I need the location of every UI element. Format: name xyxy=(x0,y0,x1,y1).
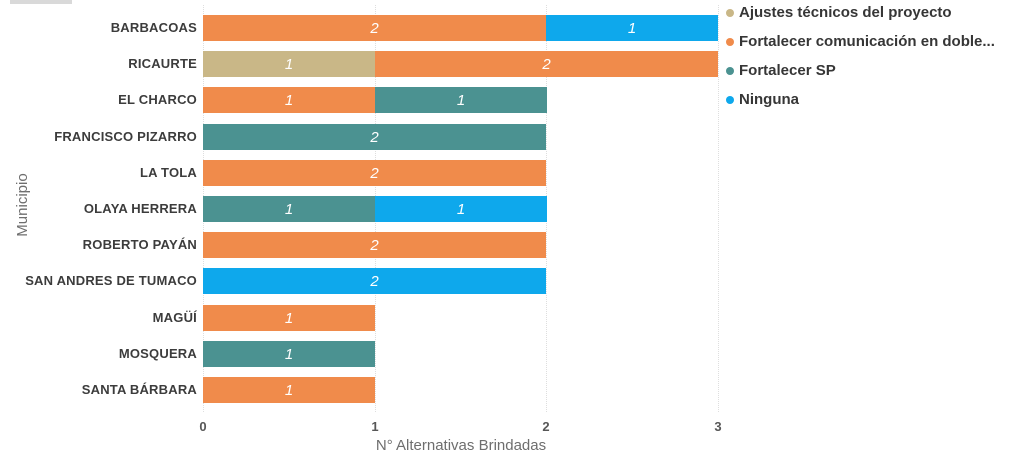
bar-segment[interactable]: 2 xyxy=(203,15,546,41)
category-label: ROBERTO PAYÁN xyxy=(82,237,197,252)
value-label: 2 xyxy=(370,128,379,146)
legend-dot-icon xyxy=(726,95,734,104)
bar-segment[interactable]: 2 xyxy=(203,124,546,150)
legend-dot-icon xyxy=(726,66,734,75)
value-label: 1 xyxy=(456,91,466,109)
x-tick-label: 2 xyxy=(542,419,550,434)
bar-segment[interactable]: 2 xyxy=(203,160,546,186)
value-label: 1 xyxy=(284,91,294,109)
category-label: MAGÜÍ xyxy=(152,310,197,325)
x-axis-title: N° Alternativas Brindadas xyxy=(375,437,547,454)
x-tick-label: 1 xyxy=(371,419,379,434)
legend-item[interactable]: Fortalecer comunicación en doble... xyxy=(726,27,1024,56)
bar-segment[interactable]: 1 xyxy=(203,341,375,367)
bar-segment[interactable]: 1 xyxy=(375,196,547,222)
bar-segment[interactable]: 1 xyxy=(375,87,547,113)
bar-segment[interactable]: 1 xyxy=(203,87,375,113)
category-label: BARBACOAS xyxy=(110,20,197,35)
x-tick-label: 3 xyxy=(714,419,722,434)
value-label: 1 xyxy=(284,55,294,73)
value-label: 2 xyxy=(370,19,379,37)
legend-item[interactable]: Fortalecer SP xyxy=(726,56,1024,85)
legend-label: Ninguna xyxy=(739,91,799,108)
value-label: 2 xyxy=(370,236,379,254)
legend-item[interactable]: Ajustes técnicos del proyecto xyxy=(726,0,1024,27)
category-label: SAN ANDRES DE TUMACO xyxy=(25,273,197,288)
bar-segment[interactable]: 2 xyxy=(375,51,718,77)
legend-label: Ajustes técnicos del proyecto xyxy=(739,4,952,21)
cropped-ui-artifact xyxy=(10,0,72,4)
bar-segment[interactable]: 1 xyxy=(203,196,375,222)
bar-segment[interactable]: 1 xyxy=(546,15,718,41)
value-label: 2 xyxy=(542,55,551,73)
value-label: 1 xyxy=(627,19,637,37)
value-label: 2 xyxy=(370,164,379,182)
category-label: MOSQUERA xyxy=(118,346,197,361)
bar-segment[interactable]: 1 xyxy=(203,377,375,403)
value-label: 1 xyxy=(284,345,294,363)
category-label: LA TOLA xyxy=(139,165,197,180)
value-label: 2 xyxy=(370,272,379,290)
legend-dot-icon xyxy=(726,8,734,17)
bar-segment[interactable]: 2 xyxy=(203,232,546,258)
value-label: 1 xyxy=(284,381,294,399)
category-label: OLAYA HERRERA xyxy=(83,201,197,216)
category-label: FRANCISCO PIZARRO xyxy=(54,129,197,144)
category-label: RICAURTE xyxy=(128,56,197,71)
plot-area: 2 1 1 2 1 1 2 2 1 1 2 2 1 1 1 xyxy=(203,0,1024,412)
x-axis-ticks: 0 1 2 3 xyxy=(199,419,763,435)
legend-item[interactable]: Ninguna xyxy=(726,85,1024,114)
category-label: EL CHARCO xyxy=(118,92,197,107)
bar-segment[interactable]: 1 xyxy=(203,305,375,331)
x-tick-label: 0 xyxy=(199,419,207,434)
legend-dot-icon xyxy=(726,37,734,46)
value-label: 1 xyxy=(284,309,294,327)
bar-segment[interactable]: 1 xyxy=(203,51,375,77)
bar-segment[interactable]: 2 xyxy=(203,268,546,294)
legend-label: Fortalecer SP xyxy=(739,62,836,79)
legend: Ajustes técnicos del proyecto Fortalecer … xyxy=(726,0,1024,114)
category-label: SANTA BÁRBARA xyxy=(81,382,197,397)
value-label: 1 xyxy=(456,200,466,218)
value-label: 1 xyxy=(284,200,294,218)
gridline xyxy=(718,5,719,412)
legend-label: Fortalecer comunicación en doble... xyxy=(739,33,995,50)
